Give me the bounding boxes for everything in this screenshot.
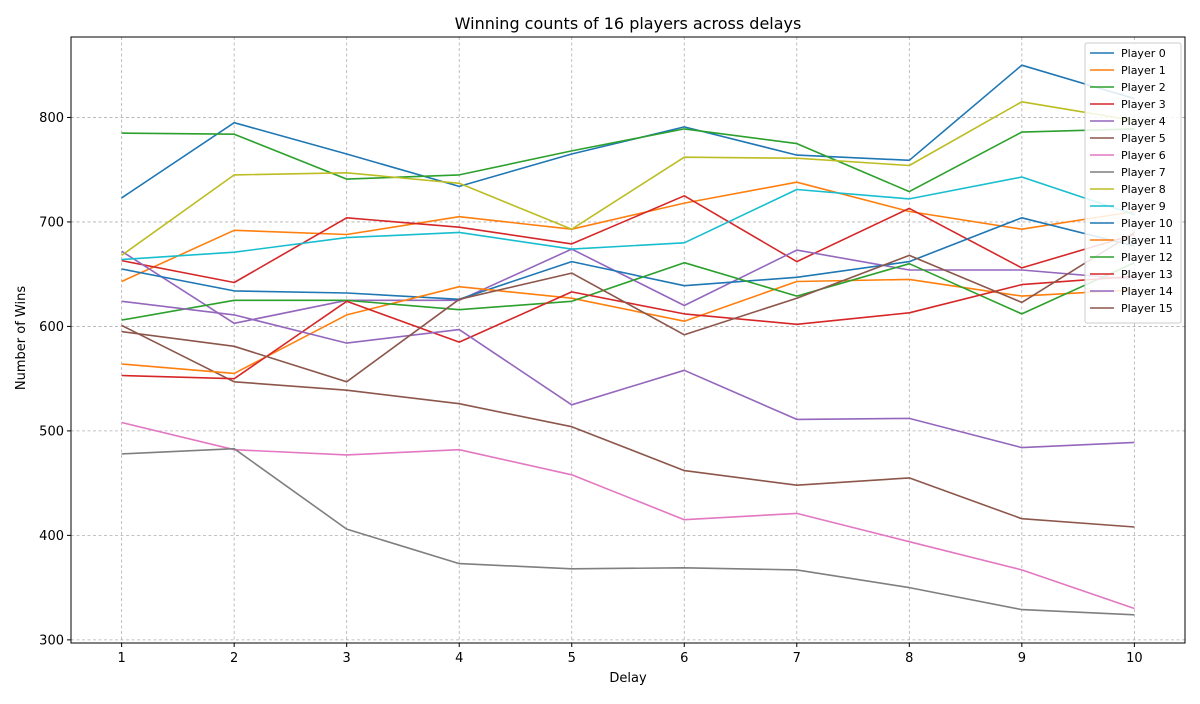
legend-label: Player 5 [1121, 132, 1166, 145]
y-tick-label: 400 [39, 529, 64, 544]
series-line-player-2 [121, 128, 1135, 193]
x-axis-ticks: 1 2 3 4 5 6 7 8 9 10 [117, 643, 1143, 666]
grid-lines [71, 37, 1185, 643]
series-line-player-13 [121, 275, 1135, 380]
legend-label: Player 7 [1121, 166, 1166, 179]
series-line-player-10 [121, 217, 1135, 301]
y-tick-label: 700 [39, 215, 64, 230]
y-tick-label: 600 [39, 320, 64, 335]
x-tick-label: 3 [343, 651, 351, 666]
legend: Player 0 Player 1 Player 2 Player 3 Player 4… [1084, 42, 1182, 324]
series-line-player-15 [121, 231, 1135, 383]
legend-label: Player 15 [1121, 302, 1173, 315]
x-tick-label: 8 [905, 651, 913, 666]
series-line-player-14 [121, 300, 1135, 449]
series-line-player-1 [121, 181, 1135, 283]
x-tick-label: 6 [680, 651, 688, 666]
series-lines [121, 64, 1135, 616]
x-tick-label: 5 [568, 651, 576, 666]
x-axis-label: Delay [609, 671, 647, 686]
legend-label: Player 3 [1121, 98, 1166, 111]
x-tick-label: 7 [793, 651, 801, 666]
series-line-player-6 [121, 421, 1135, 610]
series-line-player-0 [121, 64, 1135, 199]
legend-label: Player 4 [1121, 115, 1166, 128]
legend-label: Player 11 [1121, 234, 1173, 247]
legend-box [1084, 42, 1182, 324]
y-tick-label: 500 [39, 424, 64, 439]
legend-label: Player 8 [1121, 183, 1166, 196]
legend-label: Player 1 [1121, 64, 1166, 77]
series-line-player-8 [121, 101, 1135, 257]
legend-label: Player 0 [1121, 47, 1166, 60]
series-line-player-5 [121, 324, 1135, 528]
x-tick-label: 2 [230, 651, 238, 666]
y-tick-label: 800 [39, 111, 64, 126]
legend-label: Player 12 [1121, 251, 1173, 264]
legend-label: Player 9 [1121, 200, 1166, 213]
plot-area-frame [70, 36, 1186, 644]
series-line-player-7 [121, 447, 1135, 616]
series-line-player-9 [121, 176, 1135, 261]
legend-label: Player 2 [1121, 81, 1166, 94]
x-tick-label: 10 [1126, 651, 1143, 666]
legend-label: Player 14 [1121, 285, 1173, 298]
x-tick-label: 4 [455, 651, 463, 666]
y-axis-label: Number of Wins [14, 286, 29, 390]
series-line-player-4 [121, 248, 1135, 325]
legend-label: Player 13 [1121, 268, 1173, 281]
x-tick-label: 1 [117, 651, 125, 666]
chart-title: Winning counts of 16 players across dela… [455, 14, 802, 33]
series-line-player-3 [121, 195, 1135, 284]
legend-label: Player 6 [1121, 149, 1166, 162]
series-line-player-12 [121, 261, 1135, 321]
y-axis-ticks: 300 400 500 600 700 800 [39, 111, 71, 648]
y-tick-label: 300 [39, 633, 64, 648]
legend-label: Player 10 [1121, 217, 1173, 230]
series-line-player-11 [121, 278, 1135, 375]
x-tick-label: 9 [1018, 651, 1026, 666]
